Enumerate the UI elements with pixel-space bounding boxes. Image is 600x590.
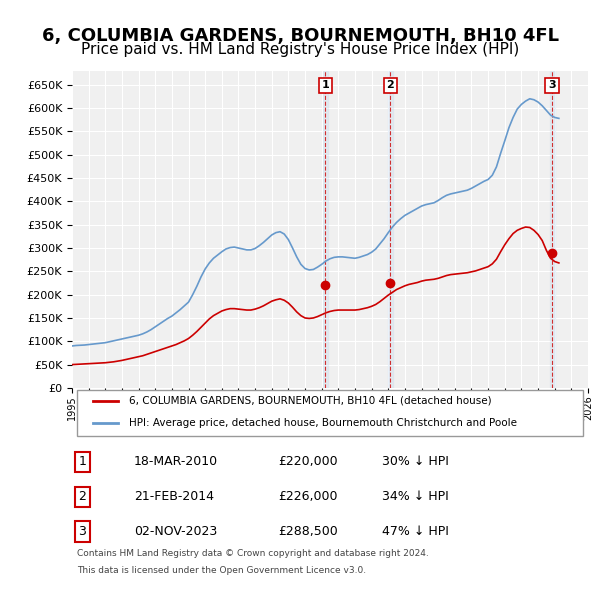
Bar [388,71,393,388]
Text: 30% ↓ HPI: 30% ↓ HPI [382,455,448,468]
Text: Contains HM Land Registry data © Crown copyright and database right 2024.: Contains HM Land Registry data © Crown c… [77,549,429,559]
Text: 6, COLUMBIA GARDENS, BOURNEMOUTH, BH10 4FL (detached house): 6, COLUMBIA GARDENS, BOURNEMOUTH, BH10 4… [129,396,491,405]
Text: 3: 3 [548,80,556,90]
Text: 1: 1 [321,80,329,90]
Text: 6, COLUMBIA GARDENS, BOURNEMOUTH, BH10 4FL: 6, COLUMBIA GARDENS, BOURNEMOUTH, BH10 4… [41,27,559,45]
Bar [550,71,554,388]
Text: Price paid vs. HM Land Registry's House Price Index (HPI): Price paid vs. HM Land Registry's House … [81,42,519,57]
Text: £288,500: £288,500 [278,525,338,538]
Text: £220,000: £220,000 [278,455,338,468]
Text: This data is licensed under the Open Government Licence v3.0.: This data is licensed under the Open Gov… [77,566,366,575]
Text: 1: 1 [79,455,86,468]
Text: 18-MAR-2010: 18-MAR-2010 [134,455,218,468]
Text: 21-FEB-2014: 21-FEB-2014 [134,490,214,503]
Bar [323,71,328,388]
Text: 34% ↓ HPI: 34% ↓ HPI [382,490,448,503]
Text: HPI: Average price, detached house, Bournemouth Christchurch and Poole: HPI: Average price, detached house, Bour… [129,418,517,428]
Text: 2: 2 [386,80,394,90]
FancyBboxPatch shape [77,391,583,436]
Text: 02-NOV-2023: 02-NOV-2023 [134,525,217,538]
Text: £226,000: £226,000 [278,490,338,503]
Text: 2: 2 [79,490,86,503]
Text: 47% ↓ HPI: 47% ↓ HPI [382,525,448,538]
Text: 3: 3 [79,525,86,538]
